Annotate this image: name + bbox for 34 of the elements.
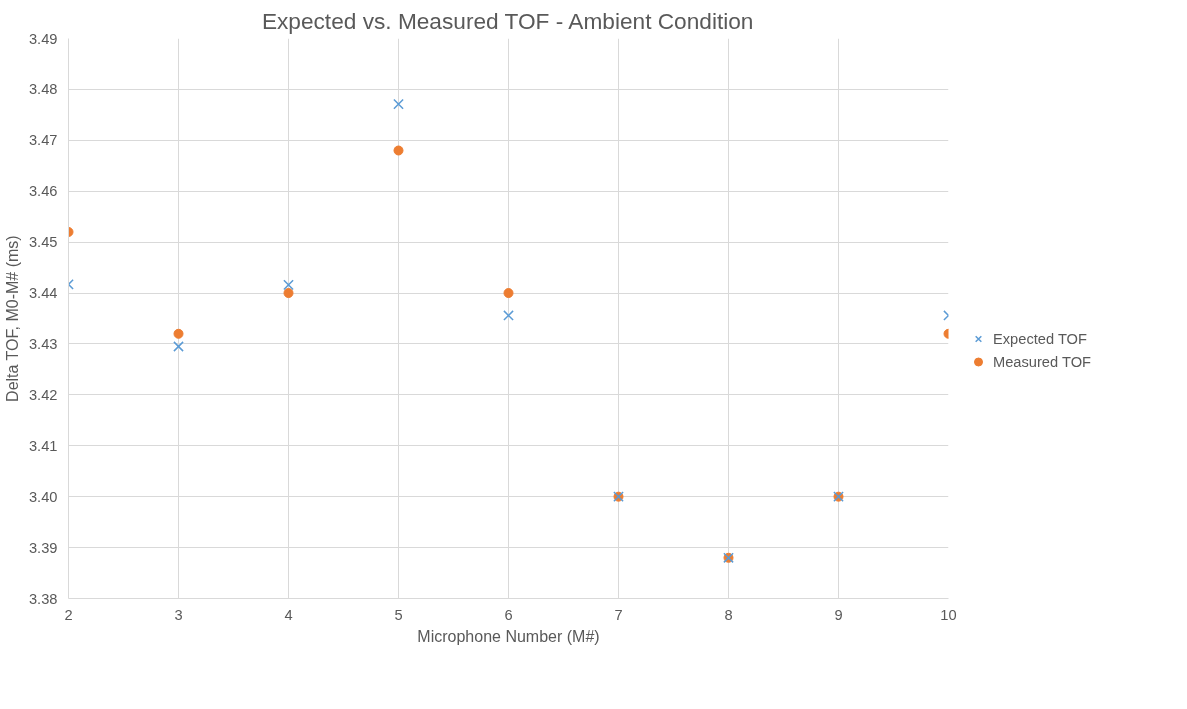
point — [173, 328, 184, 339]
x-tick-label: 9 — [834, 606, 843, 623]
x-tick-label: 5 — [394, 606, 403, 623]
y-tick-label: 3.44 — [28, 285, 58, 302]
x-axis-title: Microphone Number (M#) — [417, 627, 600, 645]
x-tick-label: 8 — [724, 606, 733, 623]
x-tick-label: 10 — [940, 606, 957, 623]
y-tick-label: 3.43 — [28, 335, 58, 352]
x-tick-label: 4 — [284, 606, 293, 623]
legend-label: Measured TOF — [993, 353, 1092, 369]
point — [283, 288, 294, 299]
y-tick-label: 3.45 — [28, 234, 58, 251]
y-tick-label: 3.41 — [28, 437, 58, 454]
y-tick-label: 3.40 — [28, 488, 58, 505]
x-tick-label: 3 — [174, 606, 183, 623]
point — [393, 145, 404, 156]
y-axis-title: Delta TOF, M0-M# (ms) — [3, 235, 21, 402]
point — [393, 98, 404, 110]
point — [283, 279, 294, 291]
y-tick-label: 3.38 — [28, 590, 58, 607]
x-tick-label: 7 — [614, 606, 623, 623]
point — [173, 341, 184, 352]
y-tick-label: 3.42 — [28, 386, 58, 403]
y-tick-label: 3.48 — [28, 81, 58, 98]
x-tick-label: 6 — [504, 606, 513, 623]
y-tick-label: 3.47 — [28, 132, 58, 149]
point — [503, 288, 514, 299]
legend-label: Expected TOF — [993, 330, 1087, 346]
point — [503, 310, 514, 321]
y-tick-label: 3.49 — [28, 30, 58, 47]
y-tick-label: 3.46 — [28, 183, 58, 200]
y-tick-label: 3.39 — [28, 539, 58, 556]
chart-title: Expected vs. Measured TOF - Ambient Condition — [261, 7, 754, 34]
x-tick-label: 2 — [64, 606, 73, 623]
